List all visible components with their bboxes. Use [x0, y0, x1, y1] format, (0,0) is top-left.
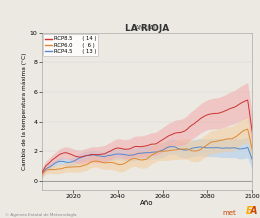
- Text: ANUAL: ANUAL: [135, 25, 159, 31]
- X-axis label: Año: Año: [140, 200, 154, 206]
- Title: LA RIOJA: LA RIOJA: [125, 24, 169, 33]
- Text: A: A: [250, 206, 257, 216]
- Text: © Agencia Estatal de Meteorología: © Agencia Estatal de Meteorología: [5, 213, 77, 217]
- Y-axis label: Cambio de la temperatura máxima (°C): Cambio de la temperatura máxima (°C): [21, 53, 27, 170]
- Legend: RCP8.5      ( 14 ), RCP6.0      (  6 ), RCP4.5      ( 13 ): RCP8.5 ( 14 ), RCP6.0 ( 6 ), RCP4.5 ( 13…: [43, 34, 98, 56]
- Text: E: E: [246, 206, 252, 216]
- Text: met: met: [223, 210, 237, 216]
